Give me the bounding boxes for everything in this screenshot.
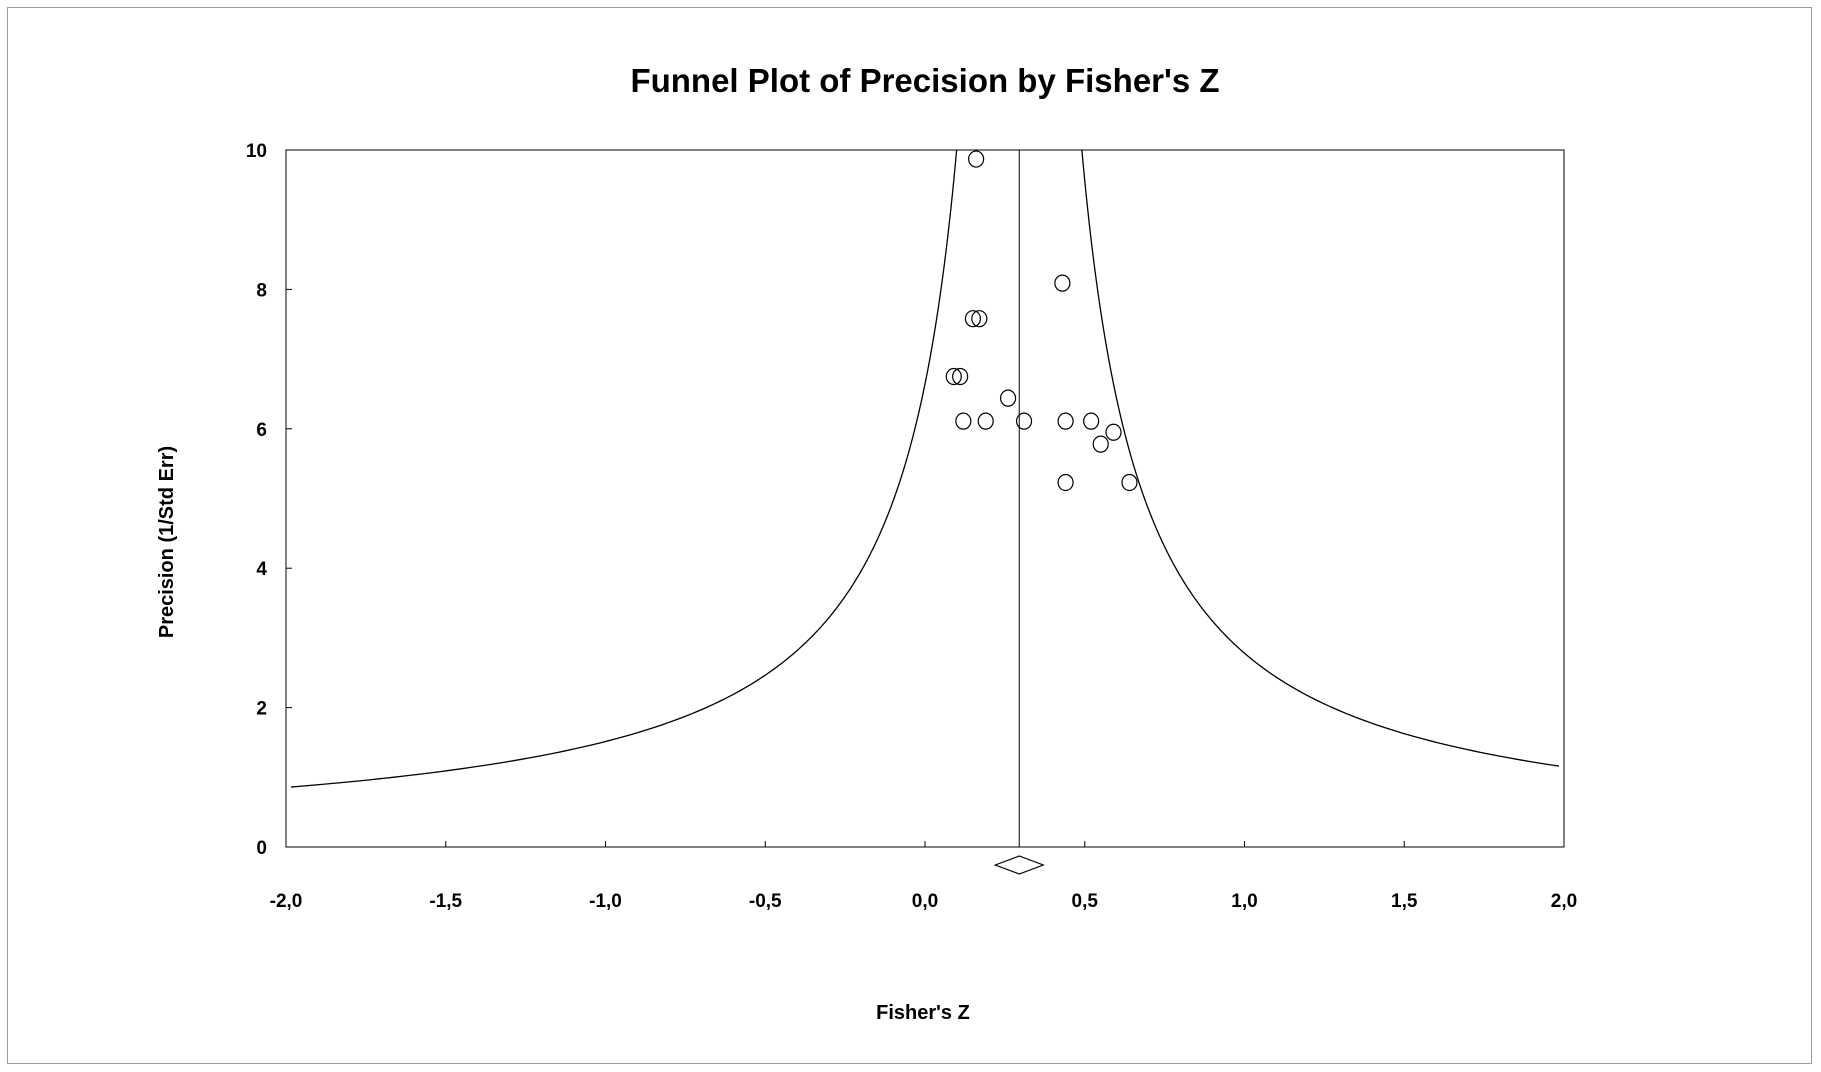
x-tick-label: 1,0 [1231,891,1257,912]
study-point [977,412,994,430]
study-point [1083,412,1100,430]
study-point [964,310,982,328]
study-point [1092,435,1109,453]
study-point [1105,423,1122,441]
study-point [1054,274,1071,292]
study-point [952,367,969,386]
study-point [955,412,972,430]
y-tick-label: 8 [256,280,267,301]
y-tick-label: 4 [256,559,267,580]
x-tick-label: -1,0 [589,891,622,912]
y-tick-label: 10 [246,141,267,162]
y-tick-label: 6 [256,420,267,441]
chart-frame [7,7,1812,1064]
y-axis-label: Precision (1/Std Err) [156,446,178,638]
study-point [1121,473,1138,492]
study-point [1057,412,1074,430]
plot-border [285,149,1565,848]
x-tick-label: 0,5 [1072,891,1099,912]
study-point [1015,412,1033,430]
funnel-left-limit [291,150,958,788]
plot-area: -2,0 -1,5 -1,0 -0,5 0,0 0,5 1,0 1,5 2,0 0 2 4 6 8 10 [246,141,1577,912]
x-tick-label: 1,5 [1391,891,1418,912]
x-tick-label: 2,0 [1551,891,1577,912]
funnel-right-limit [1081,150,1560,767]
y-tick-label: 2 [256,699,267,720]
study-point [945,367,962,386]
x-tick-label: -0,5 [749,891,782,912]
study-point [999,389,1017,407]
study-point [971,310,988,328]
x-axis-label: Fisher's Z [876,1002,970,1024]
y-tick-label: 0 [256,838,267,859]
x-tick-label: -1,5 [429,891,462,912]
pooled-estimate-diamond [993,855,1045,875]
study-point [968,150,985,168]
study-point [1057,473,1074,492]
x-tick-label: 0,0 [912,891,938,912]
x-tick-label: -2,0 [270,891,303,912]
chart-title: Funnel Plot of Precision by Fisher's Z [630,62,1219,99]
